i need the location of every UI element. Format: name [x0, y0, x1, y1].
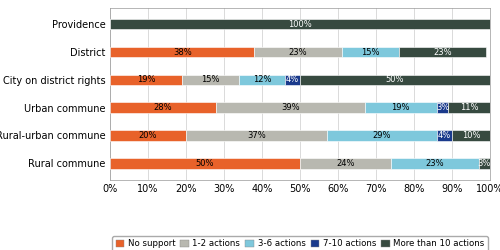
Bar	[326, 130, 437, 141]
Text: 15%: 15%	[361, 48, 380, 56]
Text: 50%: 50%	[386, 75, 404, 84]
Text: 19%: 19%	[137, 75, 156, 84]
Bar	[216, 102, 364, 113]
Bar	[239, 74, 285, 85]
Text: 19%: 19%	[392, 103, 410, 112]
Bar	[391, 158, 478, 168]
Text: 3%: 3%	[478, 159, 491, 168]
Bar	[364, 102, 437, 113]
Text: 23%: 23%	[433, 48, 452, 56]
Legend: No support, 1-2 actions, 3-6 actions, 7-10 actions, More than 10 actions: No support, 1-2 actions, 3-6 actions, 7-…	[112, 236, 488, 250]
Bar	[110, 47, 255, 57]
Text: 12%: 12%	[253, 75, 271, 84]
Bar	[399, 47, 486, 57]
Text: 20%: 20%	[139, 131, 157, 140]
Text: 39%: 39%	[281, 103, 300, 112]
Text: 38%: 38%	[173, 48, 192, 56]
Bar	[110, 102, 216, 113]
Bar	[110, 19, 490, 30]
Text: 24%: 24%	[336, 159, 355, 168]
Text: 23%: 23%	[289, 48, 308, 56]
Bar	[110, 74, 182, 85]
Bar	[437, 130, 452, 141]
Text: 11%: 11%	[460, 103, 478, 112]
Text: 28%: 28%	[154, 103, 172, 112]
Bar	[478, 158, 490, 168]
Bar	[300, 158, 391, 168]
Bar	[110, 130, 186, 141]
Bar	[300, 74, 490, 85]
Text: 15%: 15%	[202, 75, 220, 84]
Bar	[110, 158, 300, 168]
Bar	[342, 47, 399, 57]
Bar	[186, 130, 326, 141]
Text: 29%: 29%	[372, 131, 391, 140]
Bar	[452, 130, 490, 141]
Text: 4%: 4%	[438, 131, 451, 140]
Bar	[285, 74, 300, 85]
Text: 37%: 37%	[247, 131, 266, 140]
Text: 4%: 4%	[286, 75, 299, 84]
Text: 10%: 10%	[462, 131, 480, 140]
Text: 50%: 50%	[196, 159, 214, 168]
Text: 23%: 23%	[426, 159, 444, 168]
Text: 3%: 3%	[436, 103, 449, 112]
Bar	[182, 74, 239, 85]
Bar	[437, 102, 448, 113]
Bar	[448, 102, 490, 113]
Text: 100%: 100%	[288, 20, 312, 29]
Bar	[254, 47, 342, 57]
